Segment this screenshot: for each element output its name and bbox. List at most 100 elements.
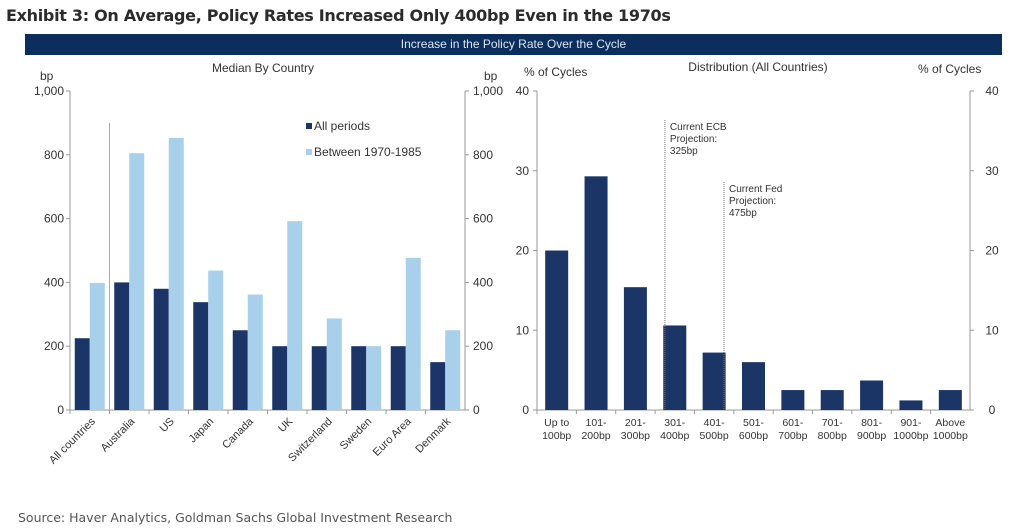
bar-distribution [742,362,765,410]
left-x-tick-label: Canada [220,415,256,451]
left-x-tick-label: Denmark [413,415,453,455]
right-x-tick-label-line2: 200bp [581,430,610,442]
left-y-axis-label: bp [40,69,54,83]
right-x-tick-label-line2: 600bp [739,430,768,442]
left-secondary-y-tick-label: 1,000 [473,84,503,98]
bar-1970-1985 [247,294,263,410]
right-chart-subtitle: Distribution (All Countries) [688,60,827,74]
bar-1970-1985 [129,153,145,410]
projection-annotation: 325bp [670,146,698,157]
banner: Increase in the Policy Rate Over the Cyc… [25,34,1002,55]
legend-label-1970-1985: Between 1970-1985 [314,145,422,159]
left-secondary-y-tick-label: 400 [473,275,493,289]
left-secondary-y-tick-label: 200 [473,339,493,353]
left-x-tick-label: Euro Area [371,415,415,459]
bar-all-periods [430,362,446,410]
right-x-tick-label-line1: 901- [900,417,922,429]
right-x-tick-label-line2: 900bp [857,430,886,442]
bar-all-periods [114,282,130,410]
bar-all-periods [272,346,288,410]
bar-distribution [820,390,844,410]
right-x-tick-label-line2: 700bp [778,430,807,442]
right-y-tick-label: 0 [522,403,529,417]
bar-distribution [702,352,726,410]
right-x-tick-label-line1: Above [935,417,965,429]
right-x-tick-label-line1: 401- [704,417,726,429]
bar-distribution [623,287,647,410]
right-x-tick-label-line2: 300bp [621,430,650,442]
bar-distribution [899,400,923,410]
right-x-tick-label-line2: 1000bp [893,430,928,442]
bar-all-periods [74,338,90,410]
legend-label-all-periods: All periods [314,119,370,133]
right-x-tick-label-line2: 400bp [660,430,689,442]
bar-all-periods [390,346,406,410]
source-note: Source: Haver Analytics, Goldman Sachs G… [18,510,453,525]
left-x-tick-label: US [158,416,177,435]
left-y-tick-label: 200 [44,339,64,353]
right-y-axis-label-left-chart: bp [484,69,498,83]
right-y-tick-label: 10 [516,323,530,337]
right-x-tick-label-line1: 501- [743,417,765,429]
chart-title: Exhibit 3: On Average, Policy Rates Incr… [6,6,671,25]
right-y-tick-label: 30 [516,164,530,178]
left-chart-subtitle: Median By Country [212,61,314,75]
projection-annotation: Current Fed [729,184,782,195]
left-y-tick-label: 400 [44,275,64,289]
right-x-tick-label-line1: 301- [664,417,686,429]
right-x-tick-label-line1: 201- [625,417,647,429]
right-x-tick-label-line2: 100bp [542,430,571,442]
left-y-tick-label: 600 [44,212,64,226]
bar-distribution [545,250,569,410]
right-x-tick-label-line1: 801- [861,417,883,429]
bar-1970-1985 [445,330,461,410]
right-x-tick-label-line2: 1000bp [933,430,968,442]
projection-annotation: Projection: [729,196,776,207]
right-x-tick-label-line2: 800bp [818,430,847,442]
bar-distribution [663,325,687,410]
bar-1970-1985 [405,257,421,410]
left-secondary-y-tick-label: 800 [473,148,493,162]
bar-all-periods [153,288,169,410]
left-y-tick-label: 800 [44,148,64,162]
right-secondary-y-tick-label: 30 [985,164,999,178]
right-y-axis-label: % of Cycles [524,65,587,79]
projection-annotation: Projection: [670,134,717,145]
right-x-tick-label-line1: 601- [782,417,804,429]
left-x-tick-label: Japan [187,416,217,446]
left-y-tick-label: 1,000 [34,84,64,98]
right-x-tick-label-line1: Up to [544,417,569,429]
right-x-tick-label-line1: 101- [586,417,608,429]
legend-swatch-all-periods [306,123,312,129]
right-secondary-y-tick-label: 20 [985,244,999,258]
left-x-tick-label: All countries [47,415,98,466]
bar-all-periods [351,346,367,410]
bar-1970-1985 [366,346,382,410]
bar-distribution [938,390,962,410]
bar-1970-1985 [287,221,303,410]
right-secondary-y-tick-label: 0 [989,403,996,417]
right-y-tick-label: 40 [516,84,530,98]
right-secondary-y-tick-label: 40 [985,84,999,98]
left-x-tick-label: Australia [99,415,138,454]
bar-1970-1985 [168,137,184,410]
bar-1970-1985 [326,318,342,410]
bar-1970-1985 [208,270,224,410]
bar-distribution [781,390,805,410]
right-chart-secondary-y-axis-label: % of Cycles [918,62,981,76]
left-secondary-y-tick-label: 0 [473,403,480,417]
left-secondary-y-tick-label: 600 [473,212,493,226]
left-y-tick-label: 0 [57,403,64,417]
bar-all-periods [193,302,209,410]
right-x-tick-label-line1: 701- [822,417,844,429]
bar-distribution [860,380,884,410]
left-x-tick-label: Sweden [338,416,375,453]
left-x-tick-label: UK [276,415,296,435]
bar-distribution [584,176,608,410]
projection-annotation: 475bp [729,208,757,219]
right-y-tick-label: 20 [516,244,530,258]
bar-all-periods [311,346,327,410]
projection-annotation: Current ECB [670,122,727,133]
right-secondary-y-tick-label: 10 [985,323,999,337]
